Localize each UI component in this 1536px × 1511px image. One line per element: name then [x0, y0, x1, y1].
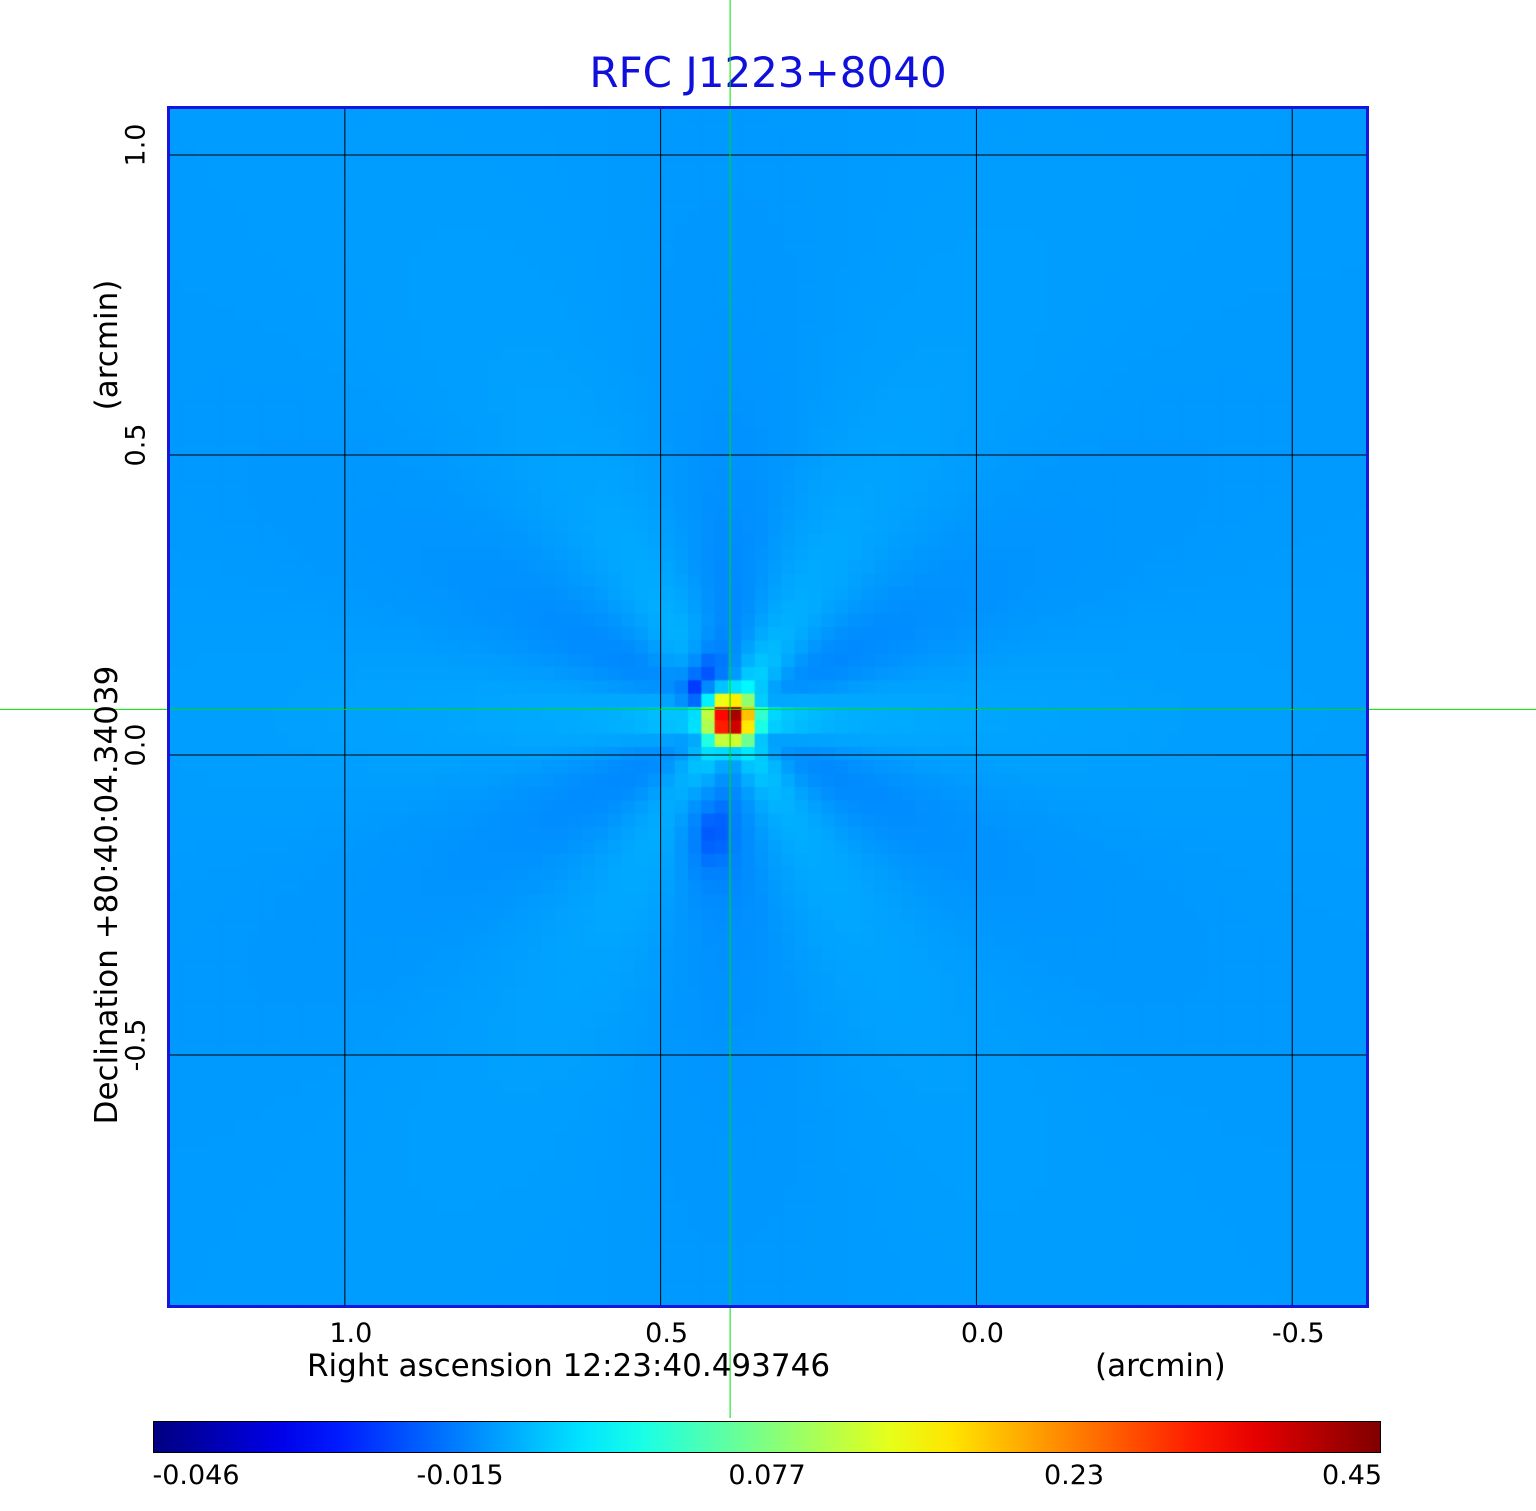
crosshair [0, 0, 1536, 1418]
colorbar-tick-label: -0.046 [152, 1460, 240, 1491]
y-tick-label: 0.5 [120, 423, 152, 467]
heatmap-plot-area[interactable] [168, 107, 1368, 1307]
x-tick-label: -0.5 [1271, 1318, 1325, 1349]
y-tick-label: -0.5 [120, 1018, 152, 1072]
colorbar-tick-label: -0.015 [416, 1460, 504, 1491]
y-axis-label: Declination +80:40:04.34039 [89, 665, 125, 1125]
x-tick-label: 1.0 [329, 1318, 373, 1349]
colorbar-tick-label: 0.23 [1043, 1460, 1105, 1491]
x-tick-label: 0.0 [960, 1318, 1004, 1349]
chart-title: RFC J1223+8040 [589, 48, 947, 97]
y-tick-label: 1.0 [120, 123, 152, 167]
heatmap-canvas [168, 107, 1368, 1307]
y-axis-unit: (arcmin) [89, 279, 125, 411]
colorbar [153, 1421, 1381, 1453]
x-axis-label: Right ascension 12:23:40.493746 [307, 1348, 831, 1384]
x-tick-label: 0.5 [645, 1318, 689, 1349]
y-tick-label: 0.0 [120, 723, 152, 767]
colorbar-tick-label: 0.45 [1321, 1460, 1383, 1491]
x-axis-unit: (arcmin) [1095, 1348, 1226, 1384]
colorbar-tick-label: 0.077 [728, 1460, 806, 1491]
grid-lines [168, 107, 1368, 1307]
